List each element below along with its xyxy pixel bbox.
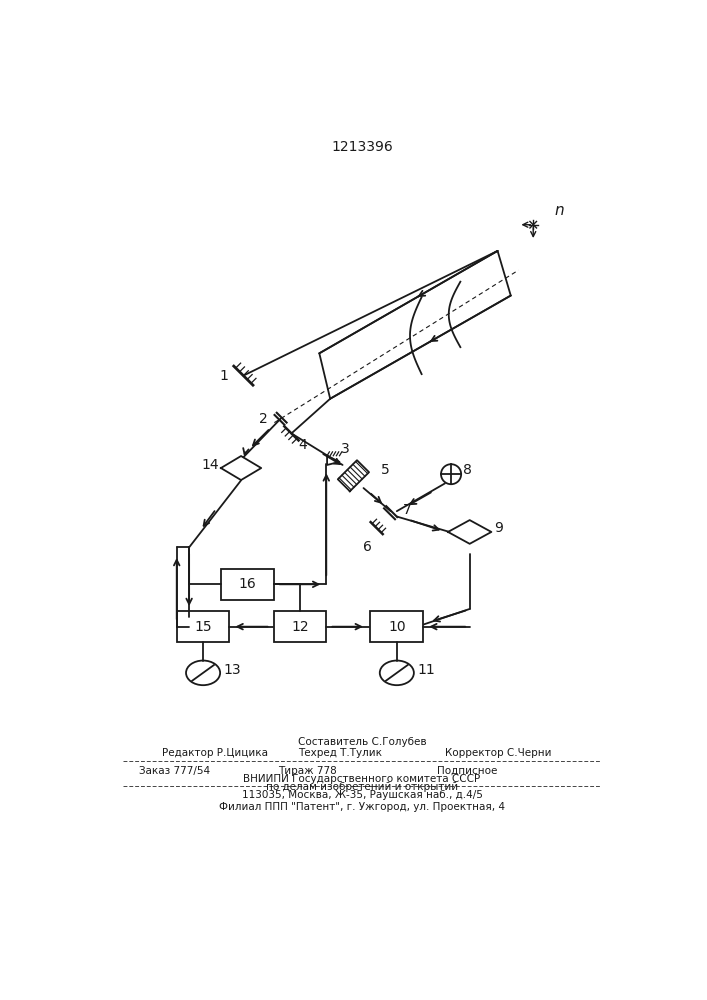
- Bar: [221, 569, 274, 600]
- Text: 16: 16: [238, 577, 256, 591]
- Bar: [177, 611, 230, 642]
- Text: Филиал ППП "Патент", г. Ужгород, ул. Проектная, 4: Филиал ППП "Патент", г. Ужгород, ул. Про…: [219, 802, 505, 812]
- Text: 6: 6: [363, 540, 372, 554]
- Bar: [370, 611, 423, 642]
- Text: 3: 3: [341, 442, 350, 456]
- Text: Редактор Р.Цицика: Редактор Р.Цицика: [162, 748, 268, 758]
- Text: Тираж 778: Тираж 778: [279, 766, 337, 776]
- Text: 1213396: 1213396: [331, 140, 393, 154]
- Text: 10: 10: [388, 620, 406, 634]
- Text: 11: 11: [417, 663, 435, 677]
- Text: Составитель С.Голубев: Составитель С.Голубев: [298, 737, 426, 747]
- Text: n: n: [555, 203, 565, 218]
- Text: Заказ 777/54: Заказ 777/54: [139, 766, 210, 776]
- Text: 5: 5: [381, 463, 390, 477]
- Text: 14: 14: [201, 458, 218, 472]
- Text: 13: 13: [223, 663, 241, 677]
- Text: 2: 2: [259, 412, 268, 426]
- Text: 15: 15: [194, 620, 212, 634]
- Text: Подписное: Подписное: [437, 766, 498, 776]
- Text: 7: 7: [403, 503, 411, 517]
- Bar: [274, 611, 327, 642]
- Text: 1: 1: [219, 369, 228, 383]
- Text: 113035, Москва, Ж-35, Раушская наб., д.4/5: 113035, Москва, Ж-35, Раушская наб., д.4…: [242, 790, 482, 800]
- Text: Техред Т.Тулик: Техред Т.Тулик: [298, 748, 382, 758]
- Text: по делам изобретений и открытий: по делам изобретений и открытий: [266, 782, 458, 792]
- Text: 4: 4: [298, 438, 307, 452]
- Text: ВНИИПИ Государственного комитета СССР: ВНИИПИ Государственного комитета СССР: [243, 774, 481, 784]
- Text: 8: 8: [464, 463, 472, 477]
- Text: 12: 12: [291, 620, 309, 634]
- Text: Корректор С.Черни: Корректор С.Черни: [445, 748, 551, 758]
- Text: 9: 9: [493, 521, 503, 535]
